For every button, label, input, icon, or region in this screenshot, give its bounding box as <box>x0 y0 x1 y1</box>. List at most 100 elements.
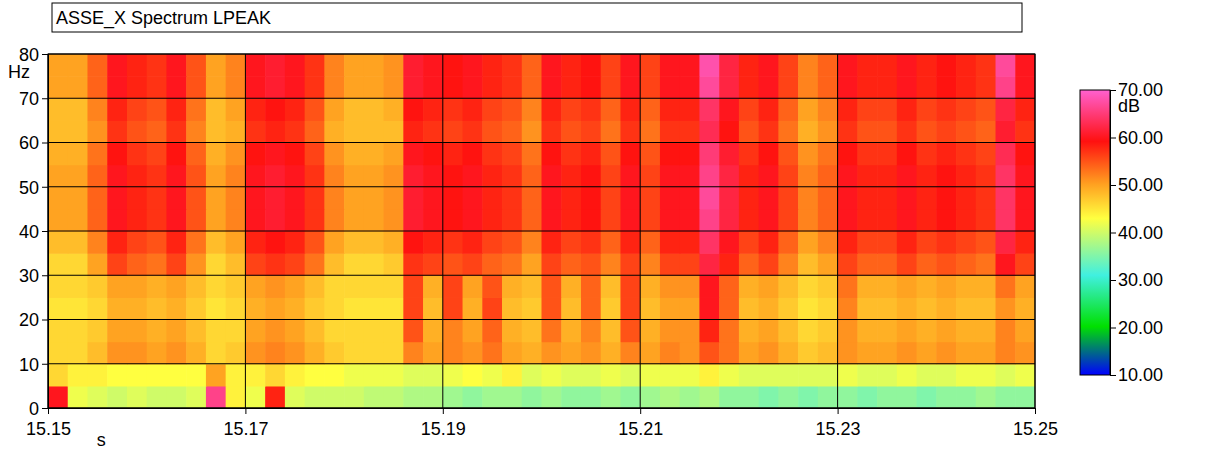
cell <box>48 165 68 188</box>
cell <box>305 342 325 365</box>
cell <box>601 342 621 365</box>
cell <box>1015 297 1035 320</box>
cell <box>838 120 858 143</box>
cell <box>384 386 404 408</box>
cell <box>265 209 285 232</box>
cell <box>640 143 660 166</box>
cell <box>463 275 483 298</box>
cell <box>423 386 443 408</box>
cell <box>226 76 246 99</box>
cell <box>699 297 719 320</box>
cell <box>324 187 344 210</box>
cell <box>719 54 739 77</box>
cell <box>344 54 364 77</box>
cell <box>324 98 344 121</box>
tick: 60.00 <box>1110 128 1163 148</box>
cell <box>482 98 502 121</box>
cell <box>640 76 660 99</box>
cell <box>561 253 581 276</box>
cell <box>798 165 818 188</box>
cell <box>719 120 739 143</box>
cell <box>245 76 265 99</box>
tick-label: 70 <box>19 89 39 109</box>
cell <box>640 209 660 232</box>
cell <box>502 297 522 320</box>
cell <box>936 165 956 188</box>
cell <box>877 297 897 320</box>
cell <box>423 342 443 365</box>
cell <box>739 320 759 343</box>
cell <box>956 98 976 121</box>
cell <box>463 76 483 99</box>
cell <box>186 143 206 166</box>
cell <box>660 165 680 188</box>
cell <box>166 320 186 343</box>
cell <box>443 76 463 99</box>
cell <box>107 209 127 232</box>
cell <box>956 143 976 166</box>
cell <box>976 98 996 121</box>
cell <box>917 76 937 99</box>
cell <box>443 143 463 166</box>
cell <box>265 297 285 320</box>
cell <box>364 231 384 254</box>
cell <box>186 253 206 276</box>
cell <box>620 209 640 232</box>
cell <box>1015 98 1035 121</box>
cell <box>581 187 601 210</box>
cell <box>423 120 443 143</box>
cell <box>324 231 344 254</box>
cell <box>680 320 700 343</box>
cell <box>897 209 917 232</box>
cell <box>1015 231 1035 254</box>
cell <box>206 54 226 77</box>
cell <box>482 54 502 77</box>
cell <box>265 187 285 210</box>
cell <box>542 76 562 99</box>
cell <box>699 98 719 121</box>
cell <box>344 209 364 232</box>
cell <box>561 54 581 77</box>
cell <box>1015 364 1035 387</box>
cell <box>482 76 502 99</box>
cell <box>620 320 640 343</box>
cell <box>324 54 344 77</box>
cell <box>620 143 640 166</box>
cell <box>739 364 759 387</box>
cell <box>68 54 88 77</box>
cell <box>502 275 522 298</box>
cell <box>463 253 483 276</box>
tick-label: 15.19 <box>421 419 466 439</box>
cell <box>522 231 542 254</box>
cell <box>897 76 917 99</box>
cell <box>384 364 404 387</box>
cell <box>265 342 285 365</box>
tick: 20.00 <box>1110 318 1163 338</box>
cell <box>601 386 621 408</box>
cell <box>818 297 838 320</box>
cell <box>759 275 779 298</box>
cell <box>68 253 88 276</box>
cell <box>245 98 265 121</box>
cell <box>561 342 581 365</box>
cell <box>206 275 226 298</box>
cell <box>48 76 68 99</box>
cell <box>542 386 562 408</box>
grid-line-y <box>48 363 1035 364</box>
cell <box>719 187 739 210</box>
cell <box>936 253 956 276</box>
cell <box>936 187 956 210</box>
cell <box>897 165 917 188</box>
cell <box>996 253 1016 276</box>
cell <box>206 364 226 387</box>
cell <box>818 120 838 143</box>
cell <box>226 187 246 210</box>
tick-label: 0 <box>29 399 39 419</box>
tick-label: 50.00 <box>1118 175 1163 195</box>
tick-mark <box>1110 233 1116 234</box>
cell <box>976 275 996 298</box>
cell <box>403 165 423 188</box>
cell <box>976 342 996 365</box>
cell <box>778 364 798 387</box>
cell <box>285 253 305 276</box>
